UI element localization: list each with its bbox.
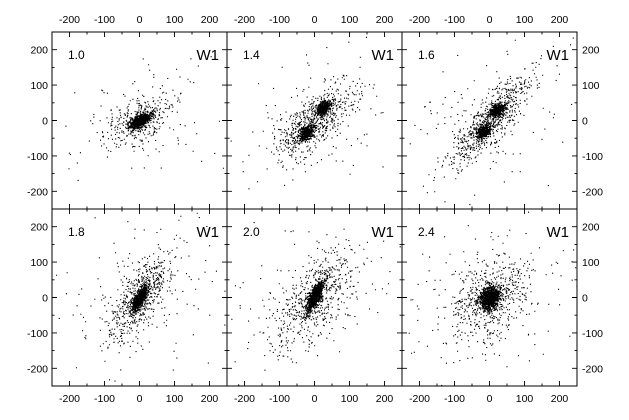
scatter-points-p5: [231, 222, 401, 386]
x-tick-label-bottom: 100: [166, 393, 184, 405]
panel-time-label: 1.0: [68, 48, 85, 62]
y-tick-label-left: 0: [42, 116, 48, 128]
y-tick-label-right: 100: [582, 257, 600, 269]
x-tick-label-top: 200: [551, 14, 569, 26]
panel-tag-label: W1: [547, 47, 570, 64]
x-tick-label-top: -100: [444, 14, 465, 26]
x-tick-label-bottom: -100: [94, 393, 115, 405]
panel-tag-label: W1: [547, 224, 570, 241]
y-tick-label-left: 200: [30, 222, 48, 234]
axis-ticks-p4: [51, 208, 228, 387]
x-tick-label-top: -200: [234, 14, 255, 26]
panel-p1: 1.0 W1: [51, 31, 228, 210]
y-tick-label-right: 0: [582, 116, 588, 128]
x-tick-label-bottom: 0: [312, 393, 318, 405]
right-axis-tick-labels: -200 -100 0 100 200 -200 -100 0 100 200: [582, 45, 603, 376]
panel-tag-label: W1: [197, 47, 220, 64]
panel-p6: 2.4 W1: [401, 208, 578, 387]
x-tick-label-bottom: -200: [59, 393, 80, 405]
panel-tag-label: W1: [372, 224, 395, 241]
scatter-points-p6: [408, 211, 577, 386]
axis-ticks-p1: [51, 31, 228, 210]
y-tick-label-left: 100: [30, 257, 48, 269]
x-tick-label-bottom: 0: [487, 393, 493, 405]
x-tick-label-top: 200: [376, 14, 394, 26]
y-tick-label-right: -100: [582, 151, 603, 163]
y-tick-label-right: -200: [582, 363, 603, 375]
x-tick-label-top: 0: [312, 14, 318, 26]
x-tick-label-top: 200: [201, 14, 219, 26]
panel-tag-label: W1: [372, 47, 395, 64]
x-tick-label-top: -200: [409, 14, 430, 26]
x-tick-label-bottom: 200: [551, 393, 569, 405]
axis-ticks-p2: [226, 31, 403, 210]
y-tick-label-right: 0: [582, 293, 588, 305]
x-tick-label-top: 0: [487, 14, 493, 26]
panel-time-label: 2.4: [418, 225, 435, 239]
x-tick-label-top: -100: [94, 14, 115, 26]
x-tick-label-bottom: 200: [201, 393, 219, 405]
y-tick-label-right: 100: [582, 80, 600, 92]
axis-ticks-p6: [401, 208, 578, 387]
y-tick-label-left: 100: [30, 80, 48, 92]
x-tick-label-top: -200: [59, 14, 80, 26]
panels-layer: 1.0 W1 1.4 W1 1.6 W1 1.8 W1 2.0 W1 2.4 W1: [51, 31, 578, 387]
top-axis-tick-labels: -200 -100 0 100 200 -200 -100 0 100 200 -200 -100 0 1…: [59, 14, 568, 26]
y-tick-label-right: 200: [582, 45, 600, 57]
y-tick-label-left: -200: [27, 186, 48, 198]
x-tick-label-top: 100: [516, 14, 534, 26]
y-tick-label-left: -200: [27, 363, 48, 375]
x-tick-label-bottom: 100: [516, 393, 534, 405]
x-tick-label-bottom: 0: [137, 393, 143, 405]
scatter-points-p1: [65, 56, 225, 181]
panel-time-label: 1.8: [68, 225, 85, 239]
x-tick-label-bottom: -200: [234, 393, 255, 405]
y-tick-label-right: 200: [582, 222, 600, 234]
left-axis-tick-labels: -200 -100 0 100 200 -200 -100 0 100 200: [27, 45, 48, 376]
x-tick-label-top: 100: [166, 14, 184, 26]
y-tick-label-left: 200: [30, 45, 48, 57]
x-tick-label-bottom: -100: [444, 393, 465, 405]
x-tick-label-bottom: -100: [269, 393, 290, 405]
bottom-axis-tick-labels: -200 -100 0 100 200 -200 -100 0 100 200 -200 -100 0 1…: [59, 393, 568, 405]
axis-ticks-p5: [226, 208, 403, 387]
panel-p4: 1.8 W1: [51, 208, 228, 387]
panel-time-label: 2.0: [243, 225, 260, 239]
panel-time-label: 1.4: [243, 48, 260, 62]
x-tick-label-top: 100: [341, 14, 359, 26]
scatter-points-p4: [56, 212, 227, 386]
y-tick-label-right: -200: [582, 186, 603, 198]
panel-p2: 1.4 W1: [226, 31, 403, 210]
y-tick-label-right: -100: [582, 328, 603, 340]
y-tick-label-left: 0: [42, 293, 48, 305]
panel-p5: 2.0 W1: [226, 208, 403, 387]
panel-p3: 1.6 W1: [401, 31, 578, 210]
y-tick-label-left: -100: [27, 151, 48, 163]
x-tick-label-bottom: 100: [341, 393, 359, 405]
x-tick-label-top: -100: [269, 14, 290, 26]
x-tick-label-top: 0: [137, 14, 143, 26]
x-tick-label-bottom: 200: [376, 393, 394, 405]
scatter-points-p3: [408, 37, 574, 209]
y-tick-label-left: -100: [27, 328, 48, 340]
x-tick-label-bottom: -200: [409, 393, 430, 405]
panel-time-label: 1.6: [418, 48, 435, 62]
panel-tag-label: W1: [197, 224, 220, 241]
axis-ticks-p3: [401, 31, 578, 210]
